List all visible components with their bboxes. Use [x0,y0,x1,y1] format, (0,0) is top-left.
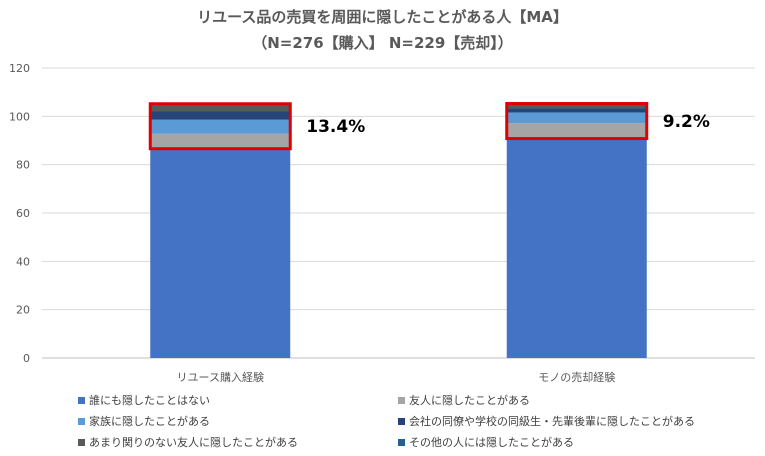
bar-segment [506,104,647,109]
bar-segment [150,105,291,112]
bar-segment [506,123,647,139]
legend-label: その他の人には隠したことがある [409,436,574,449]
annotation-label: 13.4% [306,117,365,137]
bar-segment [506,112,647,124]
legend-label: 家族に隠したことがある [89,415,210,428]
chart-title: リユース品の売買を周囲に隠したことがある人【MA】 [197,8,568,26]
legend-swatch [78,438,85,446]
bar-segment [150,148,291,358]
legend-label: 会社の同僚や学校の同級生・先輩後輩に隠したことがある [409,415,695,428]
legend-swatch [398,438,405,446]
legend-swatch [78,417,85,425]
legend: 誰にも隠したことはない 友人に隠したことがある家族に隠したことがある 会社の同僚や学… [78,392,758,450]
legend-entry: その他の人には隠したことがある [398,434,738,450]
legend-label: 誰にも隠したことはない [89,394,210,407]
legend-label: 友人に隠したことがある [409,394,530,407]
legend-swatch [398,396,405,404]
legend-entry: 家族に隠したことがある [78,413,398,429]
bar-segment [150,133,291,149]
bar-segment [150,111,291,120]
x-tick-label: モノの売却経験 [538,370,615,384]
x-tick-label: リユース購入経験 [177,370,264,384]
chart-subtitle: （N=276【購入】 N=229【売却】） [252,34,513,52]
legend-entry: 会社の同僚や学校の同級生・先輩後輩に隠したことがある [398,413,738,429]
y-tick-label: 80 [16,159,30,172]
y-tick-label: 0 [23,352,30,365]
legend-label: あまり関りのない友人に隠したことがある [89,436,298,449]
bar-segment [506,138,647,358]
legend-entry: 友人に隠したことがある [398,392,738,408]
bar-segment [150,119,291,134]
legend-swatch [78,396,85,404]
y-tick-label: 20 [16,304,30,317]
legend-entry: あまり関りのない友人に隠したことがある [78,434,398,450]
highlight-box [505,102,649,141]
chart-plot: 0 20 40 60 80 100 120 13.4% リユース購入経験 9.2% モノの売却経験 [9,62,755,384]
annotation-label: 9.2% [663,112,710,132]
highlight-box [148,102,292,151]
legend-swatch [398,417,405,425]
legend-entry: 誰にも隠したことはない [78,392,398,408]
bar-segment [506,108,647,113]
y-tick-label: 100 [9,110,30,123]
y-tick-label: 60 [16,207,30,220]
y-tick-label: 40 [16,255,30,268]
y-tick-label: 120 [9,62,30,75]
